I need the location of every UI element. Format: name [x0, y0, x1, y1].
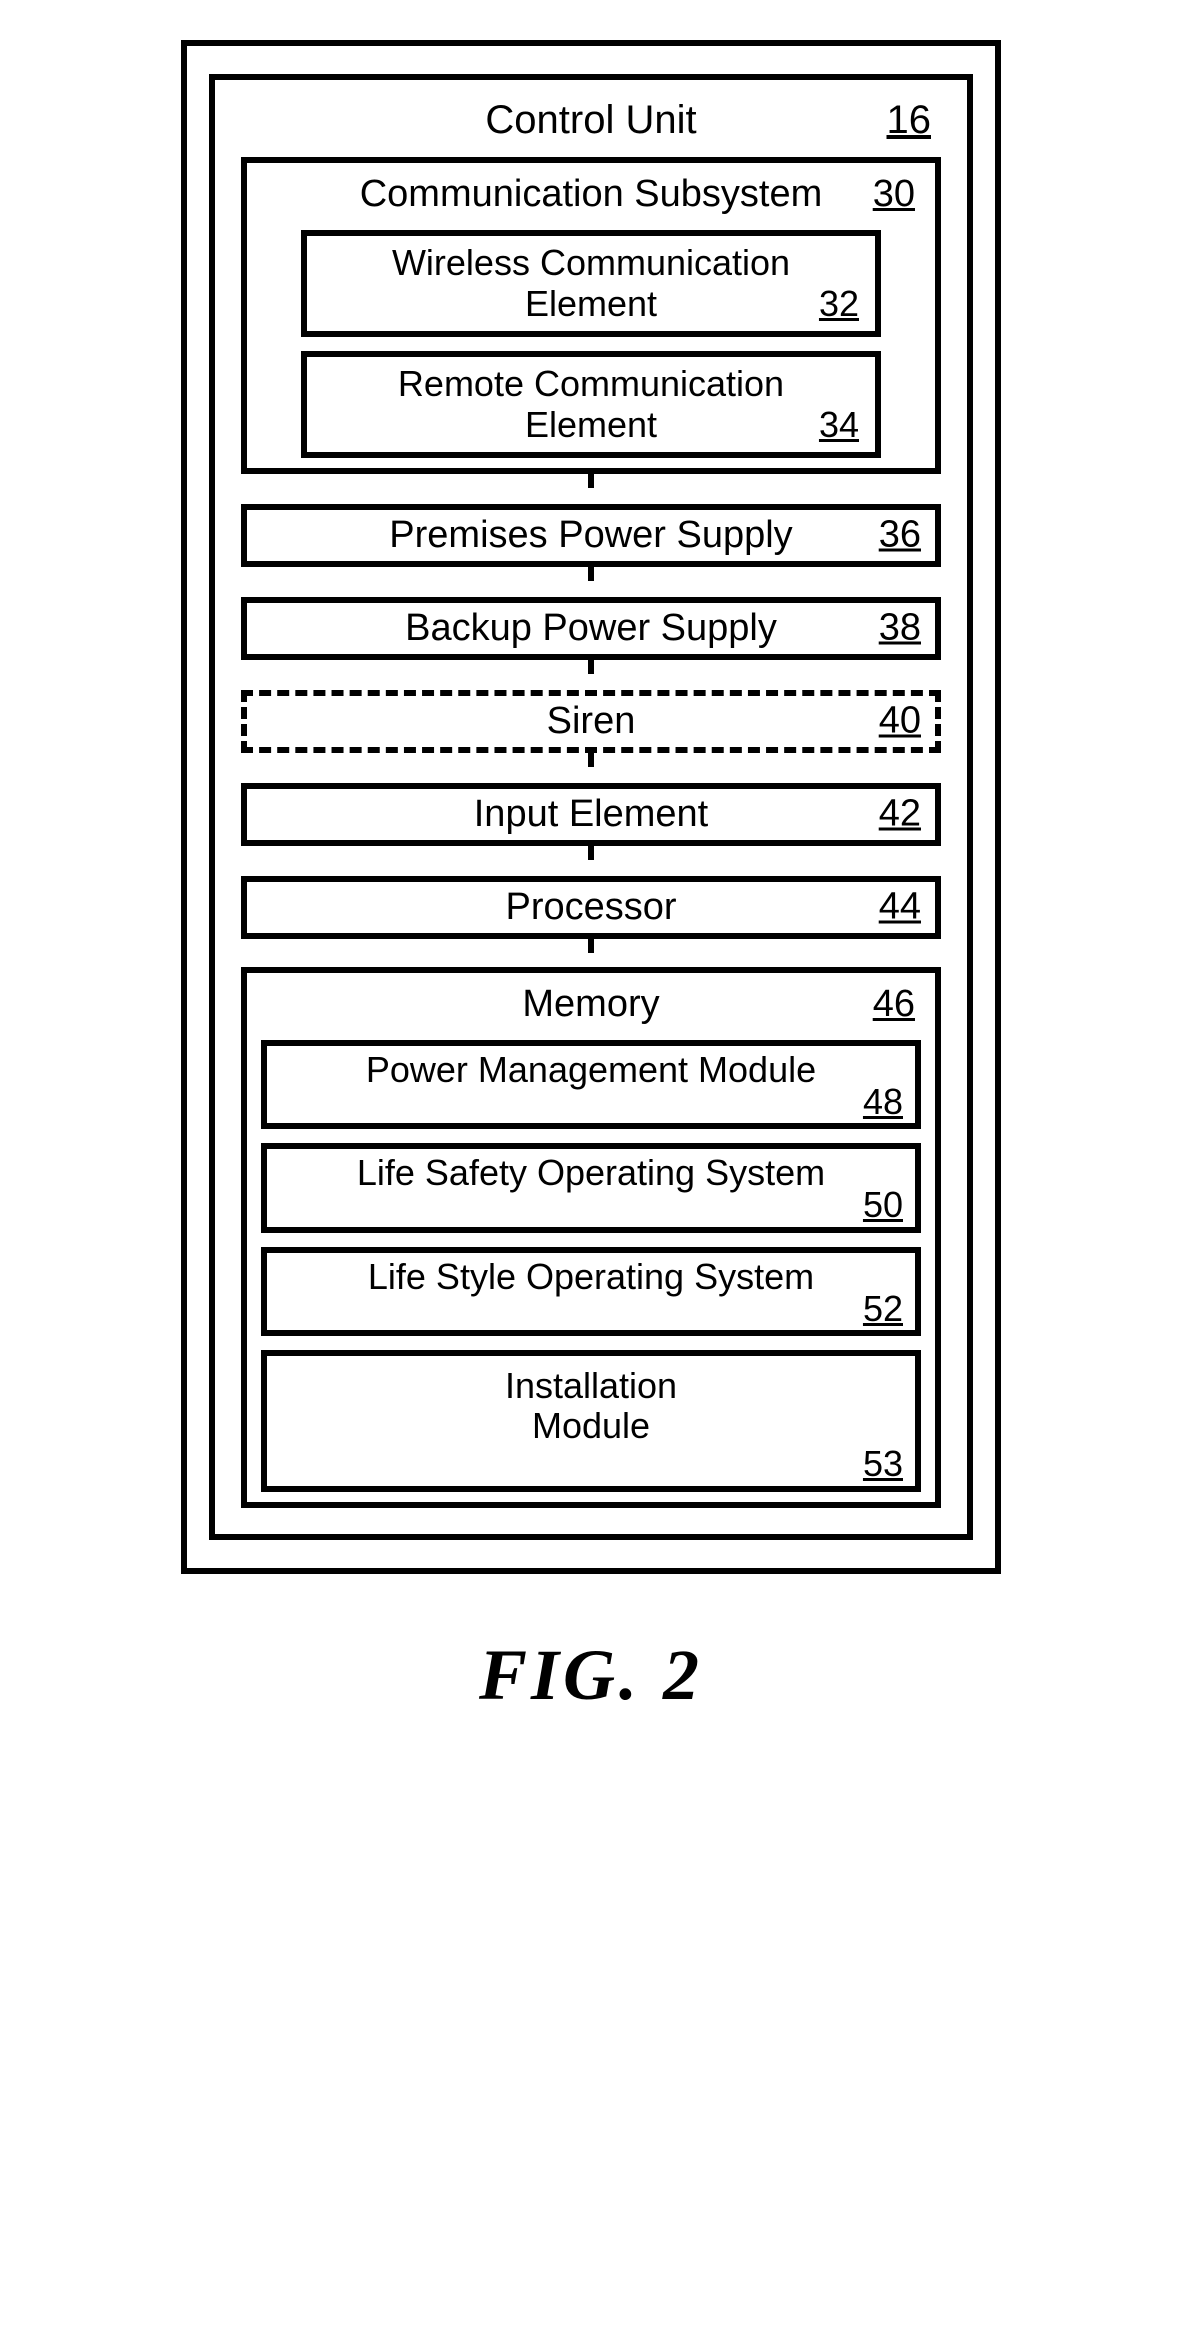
outer-frame: Control Unit 16 Communication Subsystem …	[181, 40, 1001, 1574]
life-style-box: Life Style Operating System 52	[261, 1247, 921, 1337]
control-unit-ref: 16	[887, 98, 932, 143]
life-style-label: Life Style Operating System	[368, 1256, 814, 1297]
premises-power-ref: 36	[879, 514, 921, 557]
power-mgmt-label: Power Management Module	[366, 1049, 816, 1090]
backup-power-ref: 38	[879, 607, 921, 650]
power-mgmt-ref: 48	[863, 1082, 903, 1122]
memory-ref: 46	[873, 983, 915, 1026]
wireless-comm-line1: Wireless Communication	[319, 242, 863, 283]
wireless-comm-box: Wireless Communication Element 32	[301, 230, 881, 337]
premises-power-label: Premises Power Supply	[389, 514, 792, 556]
comm-subsystem-label: Communication Subsystem	[360, 173, 823, 216]
siren-label: Siren	[547, 700, 636, 742]
control-unit-label: Control Unit	[485, 98, 696, 143]
remote-comm-ref: 34	[819, 404, 859, 445]
processor-box: Processor 44	[241, 876, 941, 939]
processor-label: Processor	[505, 886, 676, 928]
input-element-label: Input Element	[474, 793, 708, 835]
memory-box: Memory 46 Power Management Module 48 Lif…	[241, 967, 941, 1508]
install-line1: Installation	[279, 1366, 903, 1406]
siren-box: Siren 40	[241, 690, 941, 753]
siren-ref: 40	[879, 700, 921, 743]
connector	[588, 939, 594, 953]
life-safety-box: Life Safety Operating System 50	[261, 1143, 921, 1233]
backup-power-label: Backup Power Supply	[405, 607, 777, 649]
memory-label: Memory	[522, 983, 659, 1026]
remote-comm-box: Remote Communication Element 34	[301, 351, 881, 458]
processor-ref: 44	[879, 886, 921, 929]
comm-subsystem-title: Communication Subsystem 30	[261, 173, 921, 216]
install-ref: 53	[863, 1444, 903, 1484]
connector	[588, 567, 594, 581]
premises-power-box: Premises Power Supply 36	[241, 504, 941, 567]
remote-comm-line1: Remote Communication	[319, 363, 863, 404]
control-unit-title-row: Control Unit 16	[241, 98, 941, 143]
life-style-ref: 52	[863, 1289, 903, 1329]
power-mgmt-box: Power Management Module 48	[261, 1040, 921, 1130]
comm-subsystem-ref: 30	[873, 173, 915, 216]
connector	[588, 474, 594, 488]
memory-title: Memory 46	[261, 983, 921, 1026]
input-element-box: Input Element 42	[241, 783, 941, 846]
figure-label: FIG. 2	[479, 1634, 703, 1717]
control-unit-box: Control Unit 16 Communication Subsystem …	[209, 74, 973, 1540]
input-element-ref: 42	[879, 793, 921, 836]
remote-comm-line2: Element	[319, 404, 863, 445]
comm-subsystem-box: Communication Subsystem 30 Wireless Comm…	[241, 157, 941, 474]
install-line2: Module	[279, 1406, 903, 1446]
connector	[588, 660, 594, 674]
wireless-comm-line2: Element	[319, 283, 863, 324]
life-safety-label: Life Safety Operating System	[357, 1152, 825, 1193]
backup-power-box: Backup Power Supply 38	[241, 597, 941, 660]
connector	[588, 753, 594, 767]
install-module-box: Installation Module 53	[261, 1350, 921, 1491]
wireless-comm-ref: 32	[819, 283, 859, 324]
life-safety-ref: 50	[863, 1185, 903, 1225]
connector	[588, 846, 594, 860]
